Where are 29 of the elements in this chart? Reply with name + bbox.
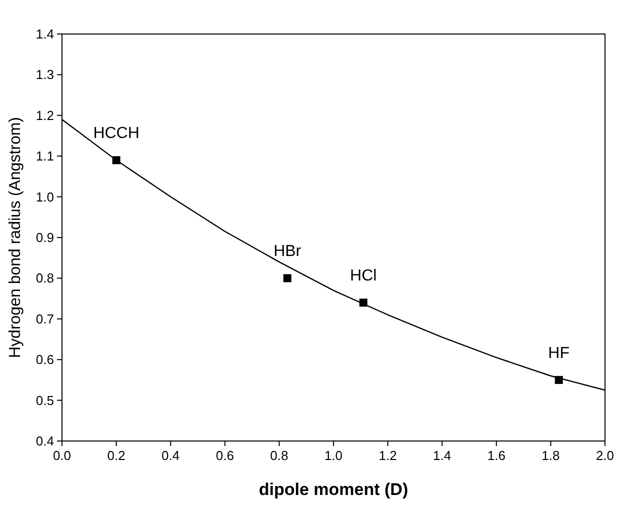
x-tick-label: 0.8 xyxy=(270,448,288,463)
annotation: HF xyxy=(548,344,570,362)
annotation: HCCH xyxy=(93,125,140,142)
y-tick-label: 1.1 xyxy=(36,148,54,164)
y-tick-label: 0.9 xyxy=(36,230,54,245)
point xyxy=(283,274,292,282)
y-tick-label: 1.3 xyxy=(36,67,54,82)
y-tick-label: 0.5 xyxy=(36,392,54,408)
x-tick-label: 0.2 xyxy=(107,448,126,463)
x-tick-label: 0.4 xyxy=(162,448,180,463)
annotation: HCl xyxy=(350,268,377,285)
x-tick-label: 1.4 xyxy=(433,448,452,463)
y-tick-label: 1.0 xyxy=(36,189,54,204)
x-tick-label: 0.0 xyxy=(52,448,72,463)
x-tick-label: 1.0 xyxy=(324,448,343,463)
y-tick-label: 0.4 xyxy=(36,434,54,448)
annotation: HBr xyxy=(274,243,302,260)
y-tick-label: 1.4 xyxy=(36,26,54,42)
x-axis-title: dipole moment (D) xyxy=(258,480,408,499)
x-tick-label: 1.6 xyxy=(487,448,506,463)
y-tick-label: 1.2 xyxy=(36,108,54,123)
y-tick-label: 0.6 xyxy=(36,352,54,368)
y-tick-label: 0.7 xyxy=(36,311,54,326)
x-tick-label: 2.0 xyxy=(596,448,614,463)
x-tick-label: 0.6 xyxy=(216,448,234,463)
x-tick-label: 1.8 xyxy=(542,448,560,463)
x-tick-label: 1.2 xyxy=(378,448,397,463)
y-axis-title: Hydrogen bond radius (Angstrom) xyxy=(7,116,24,358)
y-tick-label: 0.8 xyxy=(36,270,54,286)
